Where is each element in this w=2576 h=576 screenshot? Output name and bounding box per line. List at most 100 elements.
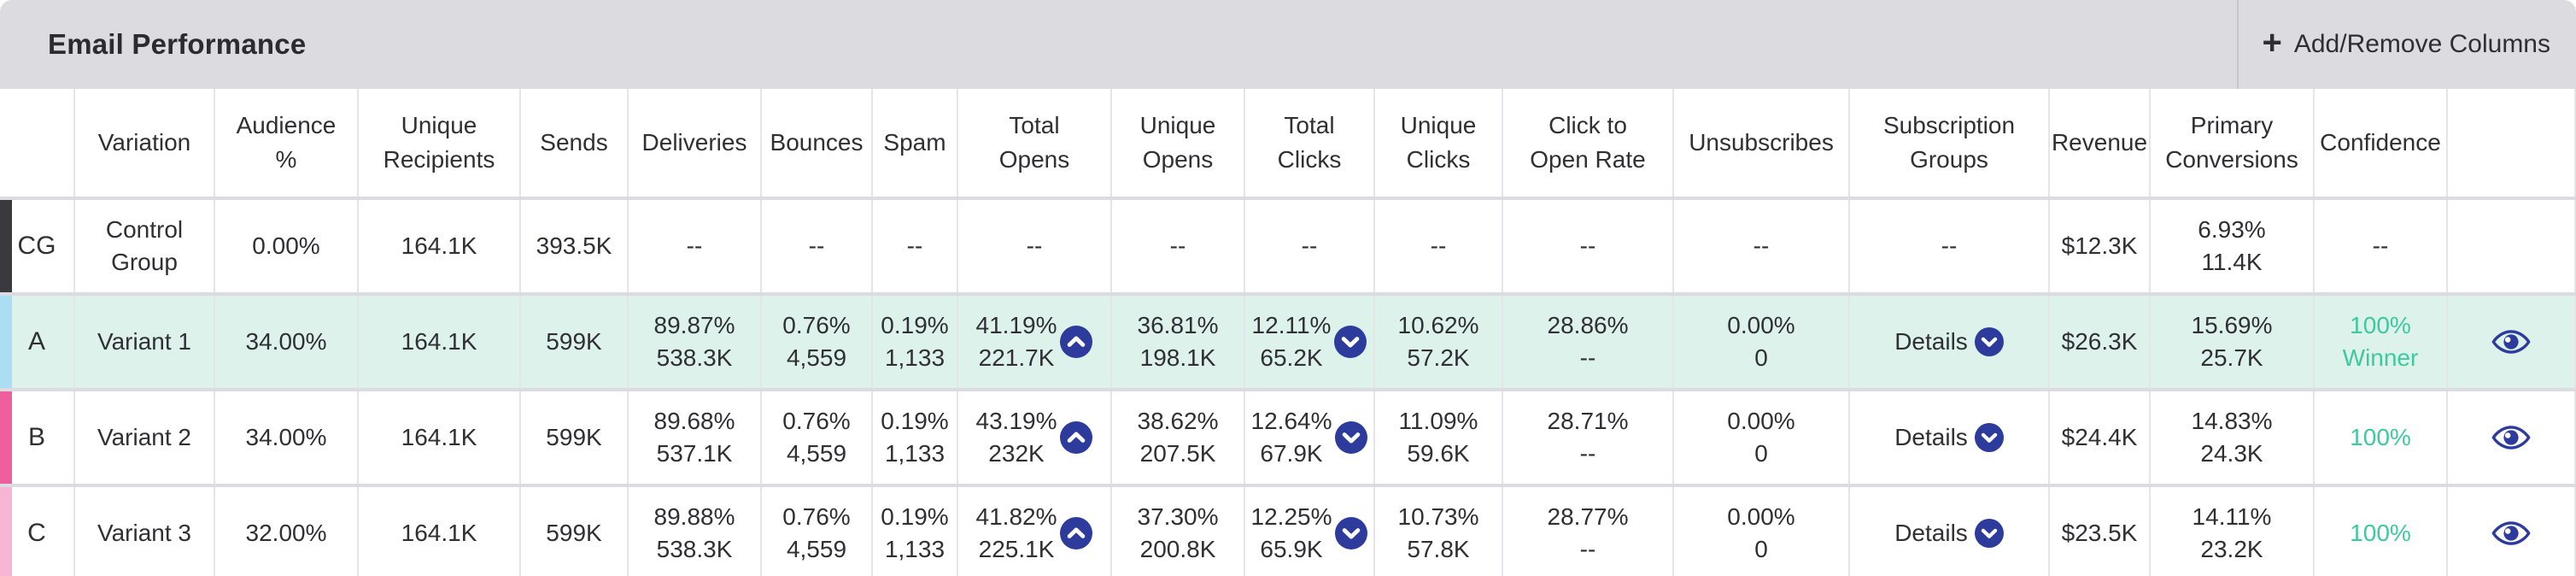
cell-value: 0.19% 1,133: [881, 501, 948, 566]
cell-badge: A: [0, 296, 75, 388]
column-header-revenue: Revenue: [2050, 89, 2151, 197]
cell-value-line: 537.1K: [656, 440, 733, 467]
column-header-label: Revenue: [2051, 129, 2148, 156]
cell-value-line: $26.3K: [2061, 328, 2138, 355]
subscription-groups-details-button[interactable]: Details: [1894, 517, 2004, 550]
column-header-total_clicks: Total Clicks: [1245, 89, 1375, 197]
cell-value-line: 37.30%: [1137, 503, 1219, 530]
chevron-down-circle-icon: [1974, 327, 2004, 356]
cell-bounces: 0.76% 4,559: [762, 391, 873, 484]
cell-value-line: 0.76%: [782, 312, 851, 338]
cell-value-line: 0.19%: [881, 312, 949, 338]
cell-confidence: 100%: [2315, 487, 2448, 576]
chevron-up-circle-icon: [1060, 421, 1093, 454]
eye-icon[interactable]: [2491, 327, 2531, 356]
cell-click_to_open_rate: 28.71% --: [1503, 391, 1674, 484]
cell-value-line: 65.9K: [1260, 536, 1323, 562]
cell-value: 12.25% 65.9K: [1251, 501, 1332, 566]
cell-value-line: 25.7K: [2200, 344, 2263, 371]
details-label: Details: [1894, 424, 1968, 450]
cell-unique_opens: --: [1112, 200, 1245, 292]
cell-value-line: 0.00%: [252, 232, 320, 259]
column-header-deliveries: Deliveries: [629, 89, 762, 197]
cell-value: --: [1753, 230, 1770, 262]
cell-value: 12.11% 65.2K: [1252, 309, 1332, 374]
column-header-total_opens: Total Opens: [958, 89, 1112, 197]
table-row-a: A Variant 1 34.00% 164.1K 599K 89.87% 538.3K 0.…: [0, 296, 2576, 388]
variation-color-bar: [0, 487, 12, 576]
cell-value-line: 89.88%: [653, 503, 735, 530]
subscription-groups-details-button[interactable]: Details: [1894, 326, 2004, 358]
cell-value-line: $23.5K: [2061, 520, 2138, 546]
column-header-confidence: Confidence: [2315, 89, 2448, 197]
cell-value: 0.00% 0: [1727, 405, 1794, 470]
column-header-spam: Spam: [873, 89, 958, 197]
cell-value-line: 89.68%: [653, 408, 735, 434]
cell-value-line: 0.00%: [1727, 408, 1795, 434]
column-header-label: Unique Clicks: [1400, 112, 1477, 173]
cell-variation: Variant 2: [75, 391, 215, 484]
cell-value-line: 221.7K: [978, 344, 1055, 371]
table-row-cg: CG Control Group 0.00% 164.1K 393.5K -- -- -- --…: [0, 200, 2576, 292]
column-header-empty: [0, 89, 75, 197]
email-performance-table: Variation Audience % Unique Recipients Send…: [0, 89, 2576, 576]
cell-unsubscribes: 0.00% 0: [1674, 487, 1850, 576]
cell-value-line: 12.11%: [1251, 312, 1332, 338]
cell-value: 43.19% 232K: [976, 405, 1057, 470]
cell-actions: [2448, 296, 2576, 388]
cell-value: 164.1K: [401, 230, 477, 262]
cell-sends: 599K: [521, 296, 629, 388]
cell-value-line: 1,133: [884, 440, 946, 467]
cell-revenue: $24.4K: [2050, 391, 2151, 484]
cell-value-line: --: [1579, 440, 1596, 467]
cell-value-line: --: [1026, 232, 1043, 259]
cell-value-line: 41.19%: [975, 312, 1057, 338]
cell-value-line: 11.09%: [1398, 408, 1478, 434]
cell-total_clicks: 12.11% 65.2K: [1245, 296, 1375, 388]
cell-value-line: 65.2K: [1260, 344, 1323, 371]
cell-value: 11.09% 59.6K: [1399, 405, 1478, 470]
cell-deliveries: 89.68% 537.1K: [629, 391, 762, 484]
cell-spam: 0.19% 1,133: [873, 487, 958, 576]
cell-value: 0.76% 4,559: [782, 309, 850, 374]
cell-spam: --: [873, 200, 958, 292]
eye-icon[interactable]: [2491, 423, 2531, 452]
chevron-down-circle-icon: [1974, 423, 2004, 452]
cell-value-line: 164.1K: [401, 424, 477, 450]
cell-value: 164.1K: [401, 421, 477, 454]
cell-value-line: 4,559: [786, 440, 847, 467]
cell-value: 0.76% 4,559: [782, 405, 850, 470]
cell-value: --: [1302, 230, 1318, 262]
cell-actions: [2448, 200, 2576, 292]
variation-color-bar: [0, 200, 12, 292]
cell-value: $26.3K: [2062, 326, 2138, 358]
eye-icon[interactable]: [2491, 519, 2531, 548]
column-header-label: Spam: [883, 129, 946, 156]
column-header-empty: [2448, 89, 2576, 197]
cell-primary_conversions: 6.93% 11.4K: [2151, 200, 2315, 292]
cell-value-line: 393.5K: [536, 232, 612, 259]
cell-value: 599K: [546, 517, 601, 550]
cell-badge: B: [0, 391, 75, 484]
cell-variation: Variant 3: [75, 487, 215, 576]
subscription-groups-details-button[interactable]: Details: [1894, 421, 2004, 454]
column-header-variation: Variation: [75, 89, 215, 197]
cell-value-line: 59.6K: [1407, 440, 1470, 467]
cell-value-line: --: [1579, 344, 1596, 371]
cell-unsubscribes: 0.00% 0: [1674, 296, 1850, 388]
chevron-down-circle-icon: [1334, 326, 1367, 358]
cell-revenue: $26.3K: [2050, 296, 2151, 388]
chevron-up-circle-icon: [1060, 517, 1093, 550]
cell-deliveries: 89.88% 538.3K: [629, 487, 762, 576]
chevron-up-circle-icon: [1060, 326, 1093, 358]
cell-value: 0.19% 1,133: [881, 405, 948, 470]
cell-sends: 599K: [521, 487, 629, 576]
cell-actions: [2448, 487, 2576, 576]
cell-value-line: 164.1K: [401, 328, 477, 355]
cell-confidence: --: [2315, 200, 2448, 292]
add-remove-columns-button[interactable]: + Add/Remove Columns: [2236, 0, 2576, 89]
column-header-label: Audience %: [236, 112, 337, 173]
table-row-c: C Variant 3 32.00% 164.1K 599K 89.88% 538.3K 0.…: [0, 487, 2576, 576]
cell-audience: 34.00%: [215, 296, 359, 388]
